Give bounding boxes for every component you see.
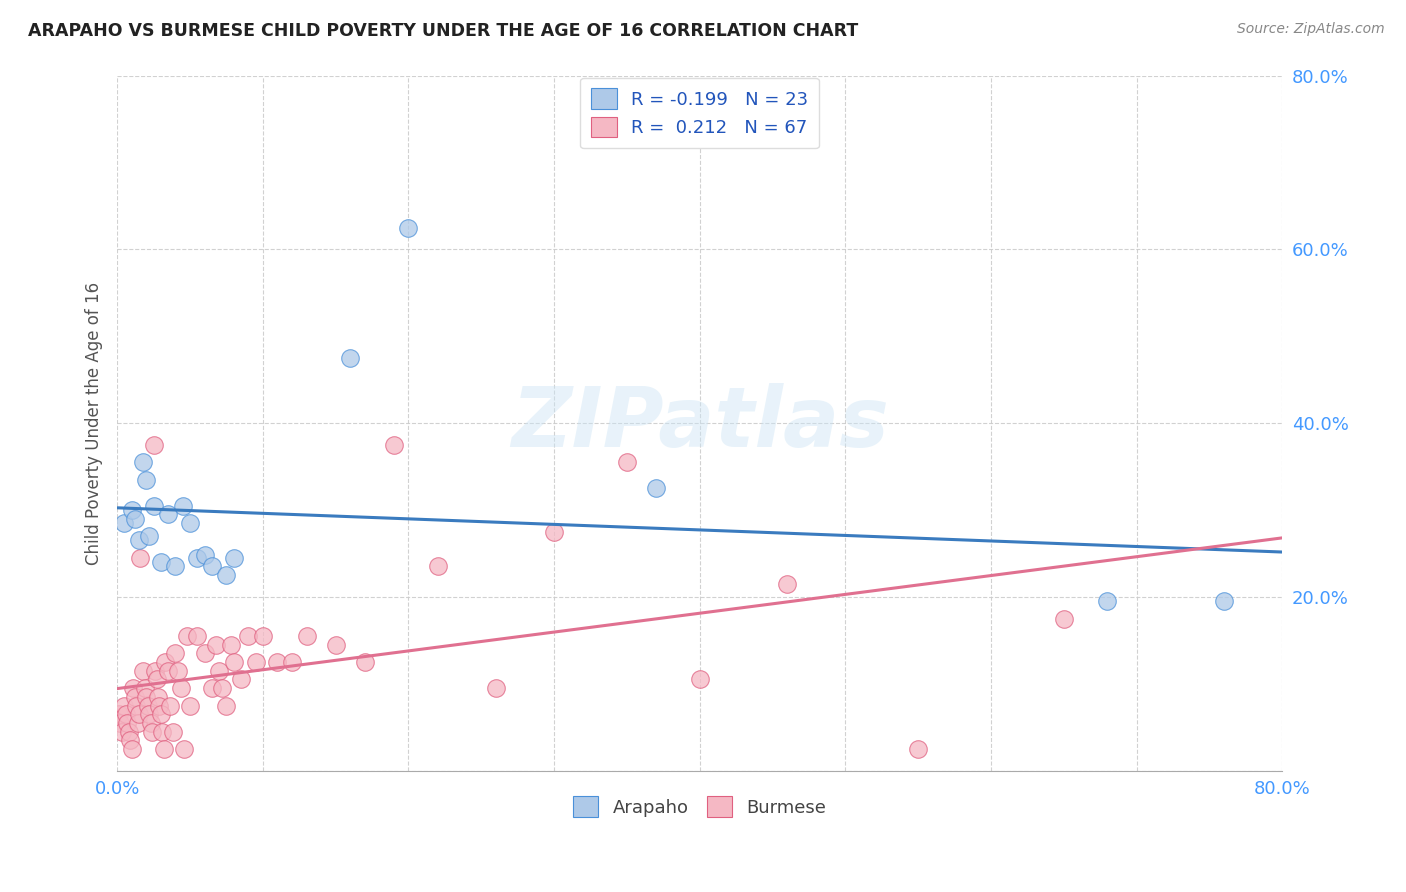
Point xyxy=(128,707,150,722)
Point xyxy=(1097,594,1119,608)
Point xyxy=(115,707,138,722)
Point xyxy=(162,724,184,739)
Point xyxy=(138,707,160,722)
Point xyxy=(266,655,288,669)
Point xyxy=(114,516,136,530)
Point xyxy=(134,681,156,695)
Point xyxy=(121,742,143,756)
Point xyxy=(157,508,180,522)
Point xyxy=(219,638,242,652)
Point xyxy=(135,690,157,704)
Point xyxy=(186,550,208,565)
Text: ARAPAHO VS BURMESE CHILD POVERTY UNDER THE AGE OF 16 CORRELATION CHART: ARAPAHO VS BURMESE CHILD POVERTY UNDER T… xyxy=(28,22,859,40)
Point xyxy=(107,707,129,722)
Point xyxy=(124,511,146,525)
Point xyxy=(150,724,173,739)
Legend: Arapaho, Burmese: Arapaho, Burmese xyxy=(565,789,834,824)
Point xyxy=(186,629,208,643)
Point xyxy=(222,550,245,565)
Point xyxy=(382,438,405,452)
Point xyxy=(117,715,139,730)
Point xyxy=(1053,612,1076,626)
Point xyxy=(122,681,145,695)
Point xyxy=(205,638,228,652)
Point xyxy=(167,664,190,678)
Point xyxy=(201,559,224,574)
Point xyxy=(152,742,174,756)
Point xyxy=(114,698,136,713)
Point xyxy=(201,681,224,695)
Point xyxy=(165,559,187,574)
Point xyxy=(108,715,131,730)
Point xyxy=(353,655,375,669)
Point xyxy=(141,724,163,739)
Point xyxy=(127,715,149,730)
Point xyxy=(132,664,155,678)
Text: ZIPatlas: ZIPatlas xyxy=(510,383,889,464)
Point xyxy=(146,690,169,704)
Text: Source: ZipAtlas.com: Source: ZipAtlas.com xyxy=(1237,22,1385,37)
Point xyxy=(211,681,233,695)
Point xyxy=(132,455,155,469)
Point xyxy=(149,707,172,722)
Point xyxy=(616,455,638,469)
Point xyxy=(155,655,177,669)
Point xyxy=(1213,594,1236,608)
Point xyxy=(179,698,201,713)
Point xyxy=(215,568,238,582)
Point xyxy=(149,555,172,569)
Point xyxy=(129,550,152,565)
Point xyxy=(193,548,215,562)
Point xyxy=(222,655,245,669)
Point xyxy=(142,438,165,452)
Point xyxy=(142,499,165,513)
Point xyxy=(165,646,187,660)
Point xyxy=(907,742,929,756)
Point xyxy=(645,481,668,495)
Point xyxy=(689,673,711,687)
Point xyxy=(159,698,181,713)
Point xyxy=(193,646,215,660)
Point xyxy=(485,681,508,695)
Point xyxy=(426,559,449,574)
Point xyxy=(120,733,142,747)
Point xyxy=(143,664,166,678)
Point xyxy=(135,473,157,487)
Point xyxy=(145,673,167,687)
Point xyxy=(110,724,132,739)
Point xyxy=(245,655,267,669)
Point xyxy=(124,690,146,704)
Point xyxy=(136,698,159,713)
Point xyxy=(339,351,361,365)
Point xyxy=(252,629,274,643)
Point xyxy=(238,629,260,643)
Point xyxy=(543,524,565,539)
Y-axis label: Child Poverty Under the Age of 16: Child Poverty Under the Age of 16 xyxy=(86,282,103,565)
Point xyxy=(118,724,141,739)
Point xyxy=(128,533,150,548)
Point xyxy=(398,220,420,235)
Point xyxy=(138,529,160,543)
Point xyxy=(295,629,318,643)
Point xyxy=(215,698,238,713)
Point xyxy=(172,499,194,513)
Point xyxy=(176,629,198,643)
Point xyxy=(170,681,193,695)
Point xyxy=(325,638,347,652)
Point xyxy=(125,698,148,713)
Point xyxy=(173,742,195,756)
Point xyxy=(179,516,201,530)
Point xyxy=(139,715,162,730)
Point xyxy=(148,698,170,713)
Point xyxy=(121,503,143,517)
Point xyxy=(776,577,799,591)
Point xyxy=(281,655,304,669)
Point xyxy=(208,664,231,678)
Point xyxy=(157,664,180,678)
Point xyxy=(229,673,252,687)
